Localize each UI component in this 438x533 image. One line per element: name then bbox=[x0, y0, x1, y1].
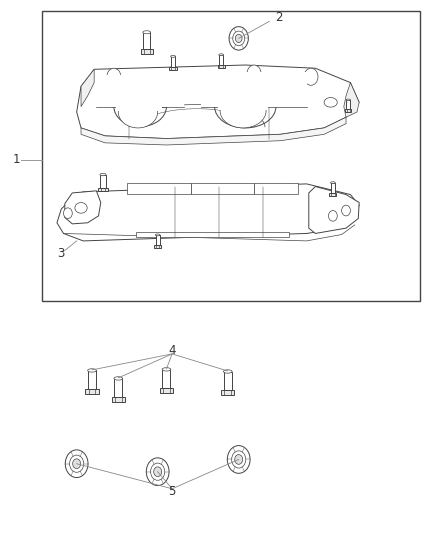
Ellipse shape bbox=[215, 85, 276, 128]
Ellipse shape bbox=[220, 94, 266, 128]
Bar bbox=[112, 397, 125, 402]
Polygon shape bbox=[344, 83, 359, 117]
Text: 3: 3 bbox=[57, 247, 64, 260]
Bar bbox=[85, 389, 99, 394]
Bar bbox=[171, 56, 175, 67]
Bar bbox=[224, 372, 232, 390]
Text: 5: 5 bbox=[169, 486, 176, 498]
Bar bbox=[143, 32, 150, 49]
Ellipse shape bbox=[346, 99, 350, 101]
Circle shape bbox=[65, 450, 88, 478]
Bar bbox=[170, 67, 177, 69]
Circle shape bbox=[233, 31, 245, 46]
Circle shape bbox=[229, 27, 248, 50]
Circle shape bbox=[304, 68, 318, 85]
Circle shape bbox=[235, 34, 242, 43]
Bar bbox=[88, 370, 96, 389]
Text: 1: 1 bbox=[13, 154, 21, 166]
Bar bbox=[191, 183, 254, 194]
Polygon shape bbox=[77, 65, 359, 139]
Bar bbox=[42, 11, 420, 301]
Bar bbox=[201, 72, 307, 107]
Bar bbox=[346, 100, 350, 109]
Bar bbox=[345, 109, 351, 112]
Ellipse shape bbox=[162, 368, 171, 371]
Bar bbox=[136, 232, 289, 237]
Ellipse shape bbox=[114, 377, 123, 380]
Bar bbox=[127, 183, 191, 194]
Circle shape bbox=[247, 65, 261, 82]
Ellipse shape bbox=[114, 86, 166, 126]
Bar bbox=[98, 188, 107, 191]
Ellipse shape bbox=[75, 203, 87, 213]
Ellipse shape bbox=[100, 173, 106, 176]
Bar bbox=[114, 378, 122, 397]
Bar bbox=[96, 75, 184, 107]
Circle shape bbox=[227, 446, 250, 473]
Bar bbox=[100, 175, 106, 188]
Circle shape bbox=[235, 455, 243, 464]
Circle shape bbox=[342, 205, 350, 216]
Bar bbox=[162, 369, 170, 388]
Circle shape bbox=[232, 451, 246, 468]
Bar bbox=[254, 183, 298, 194]
Bar bbox=[329, 193, 336, 196]
Bar bbox=[218, 88, 268, 110]
Ellipse shape bbox=[223, 370, 232, 373]
Bar bbox=[154, 245, 161, 248]
Circle shape bbox=[151, 463, 165, 480]
Ellipse shape bbox=[171, 55, 175, 57]
Polygon shape bbox=[81, 69, 94, 107]
Ellipse shape bbox=[324, 98, 337, 107]
Circle shape bbox=[328, 211, 337, 221]
Bar bbox=[331, 183, 335, 193]
Text: 2: 2 bbox=[275, 11, 283, 23]
Text: 4: 4 bbox=[168, 344, 176, 357]
Circle shape bbox=[73, 459, 81, 469]
Polygon shape bbox=[81, 117, 346, 145]
Ellipse shape bbox=[143, 31, 151, 34]
Bar bbox=[116, 90, 162, 111]
Bar bbox=[218, 65, 225, 68]
Polygon shape bbox=[309, 187, 359, 233]
Ellipse shape bbox=[155, 234, 160, 236]
Bar bbox=[221, 390, 234, 395]
Bar bbox=[219, 55, 223, 65]
Bar bbox=[155, 235, 160, 245]
Bar bbox=[141, 49, 153, 54]
Circle shape bbox=[64, 208, 72, 219]
Polygon shape bbox=[65, 191, 101, 224]
Ellipse shape bbox=[88, 369, 96, 372]
Bar bbox=[160, 388, 173, 393]
Ellipse shape bbox=[331, 182, 335, 183]
Circle shape bbox=[154, 467, 162, 477]
Polygon shape bbox=[57, 184, 359, 241]
Ellipse shape bbox=[219, 54, 223, 55]
Circle shape bbox=[107, 68, 121, 85]
Circle shape bbox=[146, 458, 169, 486]
Circle shape bbox=[70, 455, 84, 472]
Ellipse shape bbox=[118, 96, 158, 128]
